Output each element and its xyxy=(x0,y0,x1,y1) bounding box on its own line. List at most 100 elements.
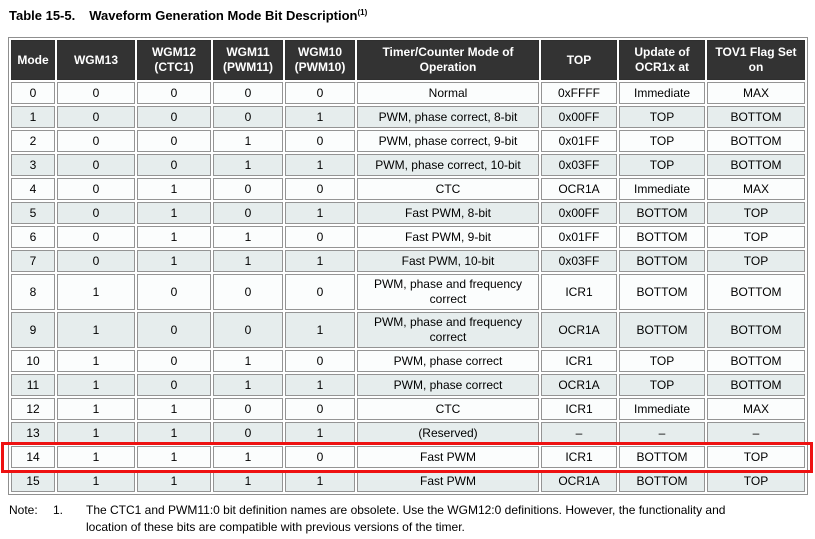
table-cell: Fast PWM, 9-bit xyxy=(357,226,539,248)
table-cell: 14 xyxy=(11,446,55,468)
table-cell: ICR1 xyxy=(541,398,617,420)
table-cell: TOP xyxy=(707,202,805,224)
table-cell: PWM, phase correct, 9-bit xyxy=(357,130,539,152)
table-cell: 1 xyxy=(137,226,211,248)
column-header: WGM12 (CTC1) xyxy=(137,40,211,80)
table-cell: TOP xyxy=(707,250,805,272)
table-cell: 1 xyxy=(137,470,211,492)
table-row: 15 1 1 1 1 Fast PWM OCR1A BOTTOM TOP xyxy=(11,470,805,492)
table-cell: 1 xyxy=(213,250,283,272)
table-cell: – xyxy=(619,422,705,444)
column-header: WGM13 xyxy=(57,40,135,80)
table-cell: 0x00FF xyxy=(541,106,617,128)
table-cell: TOP xyxy=(707,446,805,468)
table-cell: CTC xyxy=(357,398,539,420)
column-header: TOV1 Flag Set on xyxy=(707,40,805,80)
table-row: 10 1 0 1 0 PWM, phase correct ICR1 TOP BOTTOM xyxy=(11,350,805,372)
table-cell: PWM, phase and frequency correct xyxy=(357,274,539,310)
table-cell: 1 xyxy=(57,274,135,310)
table-cell: 1 xyxy=(285,422,355,444)
table-cell: OCR1A xyxy=(541,178,617,200)
table-cell: 13 xyxy=(11,422,55,444)
table-cell: OCR1A xyxy=(541,470,617,492)
table-cell: Immediate xyxy=(619,178,705,200)
table-cell: 1 xyxy=(137,202,211,224)
table-cell: 0 xyxy=(285,226,355,248)
table-cell: MAX xyxy=(707,82,805,104)
table-cell: 0 xyxy=(213,422,283,444)
table-title-label: Table 15-5. xyxy=(9,8,76,23)
table-title: Table 15-5. Waveform Generation Mode Bit … xyxy=(9,8,807,23)
table-cell: BOTTOM xyxy=(707,350,805,372)
table-cell: PWM, phase correct xyxy=(357,350,539,372)
footnote: Note: 1. The CTC1 and PWM11:0 bit defini… xyxy=(9,502,807,536)
table-row: 7 0 1 1 1 Fast PWM, 10-bit 0x03FF BOTTOM TOP xyxy=(11,250,805,272)
table-cell: 0 xyxy=(57,178,135,200)
column-header: WGM10 (PWM10) xyxy=(285,40,355,80)
header-row: Mode WGM13 WGM12 (CTC1) WGM11 (PWM11) WGM10 … xyxy=(11,40,805,80)
table-cell: TOP xyxy=(707,226,805,248)
table-cell: (Reserved) xyxy=(357,422,539,444)
table-cell: BOTTOM xyxy=(619,446,705,468)
table-cell: – xyxy=(541,422,617,444)
table-cell: 1 xyxy=(213,374,283,396)
note-number: 1. xyxy=(53,503,64,517)
table-row: 11 1 0 1 1 PWM, phase correct OCR1A TOP BOTTOM xyxy=(11,374,805,396)
table-cell: 1 xyxy=(285,202,355,224)
table-cell: 0 xyxy=(137,106,211,128)
table-cell: – xyxy=(707,422,805,444)
table-cell: Fast PWM xyxy=(357,470,539,492)
table-cell: 0 xyxy=(137,154,211,176)
table-cell: PWM, phase correct, 10-bit xyxy=(357,154,539,176)
table-cell: Fast PWM, 8-bit xyxy=(357,202,539,224)
table-cell: 0 xyxy=(57,106,135,128)
table-cell: 0 xyxy=(57,82,135,104)
table-cell: 1 xyxy=(213,470,283,492)
column-header: TOP xyxy=(541,40,617,80)
table-cell: 0 xyxy=(285,350,355,372)
column-header: WGM11 (PWM11) xyxy=(213,40,283,80)
table-cell: ICR1 xyxy=(541,274,617,310)
table-cell: 0 xyxy=(11,82,55,104)
table-cell: MAX xyxy=(707,398,805,420)
table-cell: 0x03FF xyxy=(541,154,617,176)
table-cell: 1 xyxy=(285,250,355,272)
table-cell: 0 xyxy=(285,274,355,310)
table-cell: 0 xyxy=(285,130,355,152)
note-text: The CTC1 and PWM11:0 bit definition name… xyxy=(86,503,726,535)
table-cell: 0 xyxy=(285,82,355,104)
table-cell: 1 xyxy=(213,226,283,248)
table-cell: 0xFFFF xyxy=(541,82,617,104)
table-cell: 4 xyxy=(11,178,55,200)
table-cell: 0x03FF xyxy=(541,250,617,272)
note-label: Note: xyxy=(9,503,38,517)
column-header: Mode xyxy=(11,40,55,80)
table-cell: 1 xyxy=(57,422,135,444)
table-cell: 11 xyxy=(11,374,55,396)
table-cell: Immediate xyxy=(619,398,705,420)
table-cell: 15 xyxy=(11,470,55,492)
table-cell: BOTTOM xyxy=(707,312,805,348)
table-cell: 0x01FF xyxy=(541,130,617,152)
table-cell: 1 xyxy=(57,398,135,420)
table-cell: TOP xyxy=(619,374,705,396)
table-cell: Immediate xyxy=(619,82,705,104)
table-cell: TOP xyxy=(619,106,705,128)
table-cell: 0 xyxy=(285,178,355,200)
table-row: 1 0 0 0 1 PWM, phase correct, 8-bit 0x00FF TOP B… xyxy=(11,106,805,128)
table-cell: 1 xyxy=(137,446,211,468)
table-cell: MAX xyxy=(707,178,805,200)
table-cell: BOTTOM xyxy=(619,226,705,248)
table-cell: 1 xyxy=(11,106,55,128)
table-cell: 0 xyxy=(285,446,355,468)
table-cell: PWM, phase correct, 8-bit xyxy=(357,106,539,128)
table-cell: 0 xyxy=(213,202,283,224)
table-cell: PWM, phase and frequency correct xyxy=(357,312,539,348)
table-cell: 0 xyxy=(213,106,283,128)
table-cell: 1 xyxy=(285,374,355,396)
table-cell: BOTTOM xyxy=(707,274,805,310)
table-cell: 1 xyxy=(213,130,283,152)
table-cell: 0 xyxy=(137,312,211,348)
table-cell: TOP xyxy=(619,154,705,176)
table-cell: ICR1 xyxy=(541,446,617,468)
